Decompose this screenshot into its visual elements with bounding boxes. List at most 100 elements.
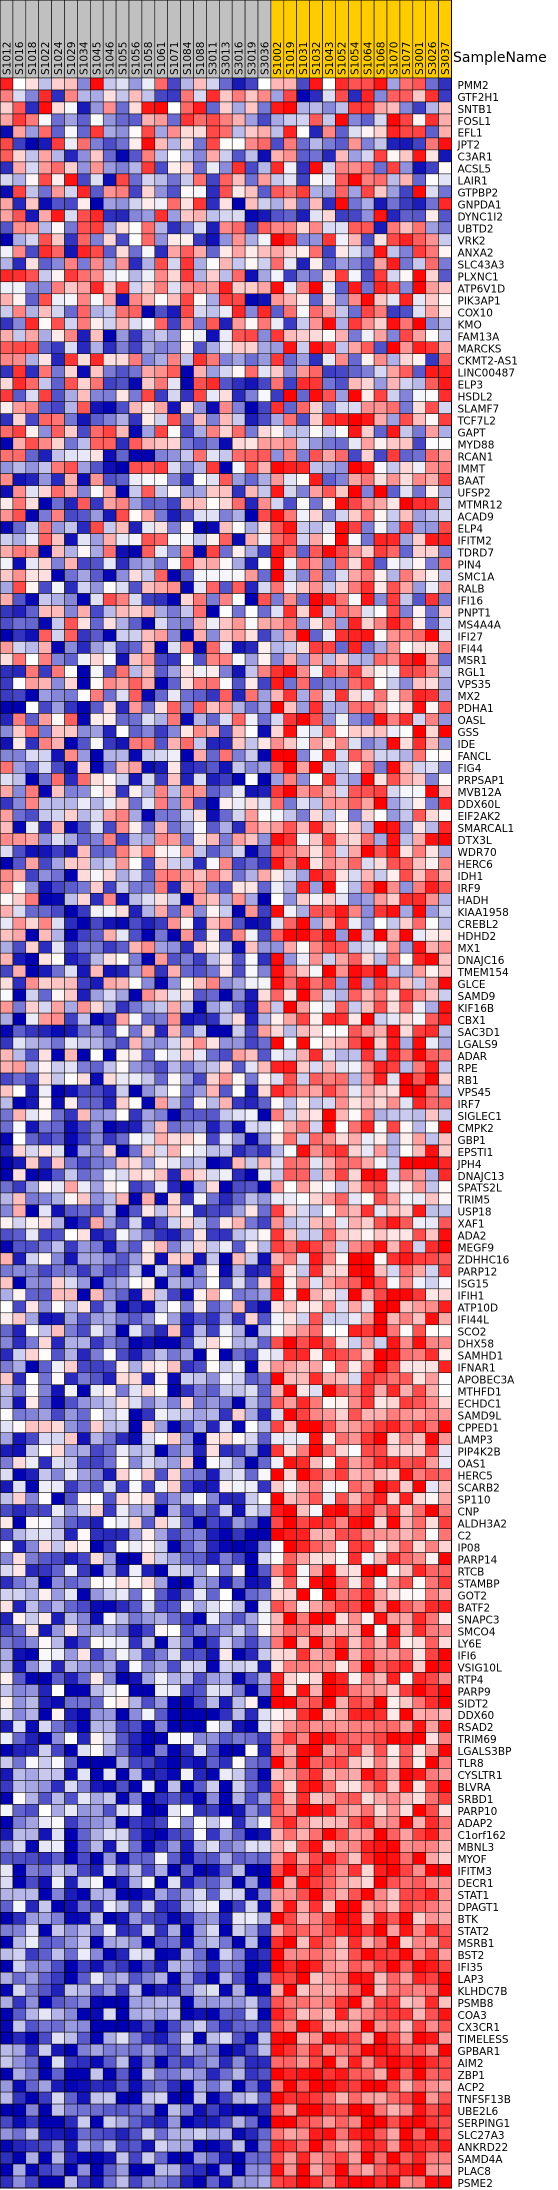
heatmap-cell	[335, 473, 349, 486]
heatmap-cell	[373, 1612, 388, 1625]
heatmap-cell	[77, 1144, 91, 1158]
heatmap-cell	[386, 485, 401, 498]
heatmap-cell	[270, 293, 285, 307]
heatmap-cell	[64, 461, 78, 474]
heatmap-cell	[38, 952, 52, 966]
heatmap-cell	[102, 581, 117, 594]
heatmap-cell	[167, 1624, 181, 1637]
heatmap-cell	[270, 197, 285, 211]
heatmap-cell	[206, 161, 220, 175]
heatmap-cell	[309, 1504, 323, 1517]
heatmap-cell	[128, 1636, 143, 1649]
heatmap-cell	[412, 1024, 426, 1038]
heatmap-cell	[412, 761, 426, 774]
heatmap-cell	[25, 221, 39, 235]
heatmap-cell	[180, 329, 194, 342]
heatmap-cell	[296, 545, 310, 558]
heatmap-cell	[425, 1420, 439, 1433]
heatmap-cell	[348, 437, 362, 450]
heatmap-cell	[25, 89, 39, 103]
heatmap-cell	[386, 1696, 401, 1709]
heatmap-cell	[412, 341, 426, 354]
heatmap-cell	[270, 629, 285, 642]
heatmap-cell	[425, 845, 439, 858]
heatmap-cell	[283, 305, 297, 319]
heatmap-cell	[399, 197, 414, 211]
heatmap-cell	[90, 1684, 104, 1697]
heatmap-cell	[219, 533, 233, 546]
heatmap-cell	[360, 77, 375, 91]
heatmap-cell	[51, 1204, 65, 1218]
heatmap-cell	[25, 497, 39, 510]
heatmap-cell	[77, 569, 91, 582]
heatmap-cell	[399, 1684, 414, 1697]
heatmap-cell	[386, 233, 401, 247]
heatmap-cell	[38, 137, 52, 151]
heatmap-cell	[360, 1612, 375, 1625]
heatmap-cell	[154, 952, 168, 966]
heatmap-cell	[38, 161, 52, 175]
heatmap-cell	[296, 569, 310, 582]
heatmap-cell	[206, 952, 220, 966]
heatmap-cell	[438, 1132, 452, 1146]
heatmap-cell	[399, 425, 414, 438]
heatmap-cell	[412, 1000, 426, 1014]
heatmap-cell	[0, 1540, 14, 1553]
heatmap-cell	[64, 773, 78, 786]
heatmap-cell	[244, 857, 259, 870]
heatmap-cell	[348, 677, 362, 690]
heatmap-cell	[244, 101, 259, 115]
heatmap-cell	[257, 1636, 272, 1649]
heatmap-cell	[77, 1612, 91, 1625]
heatmap-cell	[90, 1348, 104, 1362]
heatmap-cell	[51, 988, 65, 1002]
heatmap-cell	[77, 928, 91, 942]
heatmap-cell	[399, 1048, 414, 1062]
heatmap-cell	[167, 1408, 181, 1421]
heatmap-cell	[102, 353, 117, 366]
heatmap-cell	[0, 209, 14, 223]
heatmap-cell	[64, 821, 78, 834]
heatmap-cell	[244, 305, 259, 319]
heatmap-cell	[425, 928, 439, 942]
heatmap-cell	[296, 641, 310, 654]
heatmap-cell	[90, 1180, 104, 1194]
heatmap-cell	[141, 461, 156, 474]
heatmap-cell	[0, 1180, 14, 1194]
heatmap-cell	[373, 1564, 388, 1577]
heatmap-cell	[257, 916, 272, 930]
heatmap-cell	[335, 209, 349, 223]
heatmap-cell	[25, 1348, 39, 1362]
heatmap-cell	[296, 1048, 310, 1062]
heatmap-cell	[425, 1492, 439, 1505]
heatmap-cell	[115, 593, 130, 606]
heatmap-cell	[412, 197, 426, 211]
heatmap-cell	[167, 1528, 181, 1541]
heatmap-cell	[399, 185, 414, 199]
heatmap-cell	[296, 749, 310, 762]
heatmap-cell	[77, 113, 91, 127]
heatmap-cell	[206, 1036, 220, 1050]
heatmap-cell	[322, 904, 336, 918]
row-label: ALDH3A2	[458, 1518, 508, 1530]
heatmap-cell	[335, 305, 349, 319]
heatmap-cell	[0, 173, 14, 187]
heatmap-cell	[167, 101, 181, 115]
heatmap-cell	[270, 1696, 285, 1709]
heatmap-cell	[115, 317, 130, 331]
heatmap-cell	[51, 1588, 65, 1601]
heatmap-cell	[167, 1180, 181, 1194]
heatmap-cell	[425, 581, 439, 594]
heatmap-cell	[141, 1240, 156, 1254]
heatmap-cell	[141, 1024, 156, 1038]
heatmap-cell	[167, 976, 181, 990]
heatmap-cell	[206, 1504, 220, 1517]
heatmap-cell	[373, 1432, 388, 1445]
heatmap-cell	[38, 1000, 52, 1014]
heatmap-cell	[283, 785, 297, 798]
heatmap-cell	[322, 1396, 336, 1409]
row-label: KIAA1958	[458, 907, 509, 919]
heatmap-cell	[399, 809, 414, 822]
row-label: CNP	[458, 1506, 480, 1518]
heatmap-cell	[257, 413, 272, 426]
